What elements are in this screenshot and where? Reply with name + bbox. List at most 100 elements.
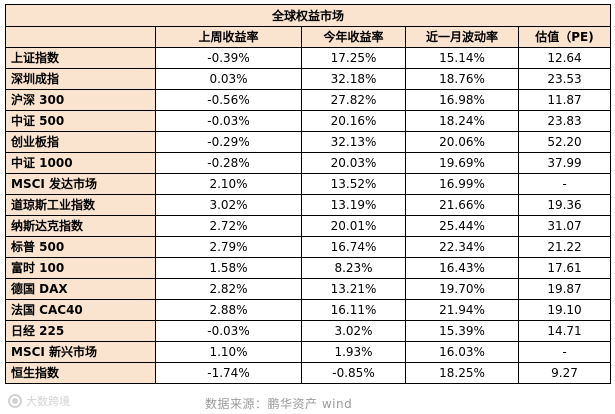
pe-cell: - xyxy=(518,173,611,195)
header-cell-ytd-return: 今年收益率 xyxy=(301,26,406,48)
ytd-return-cell: 1.93% xyxy=(301,341,406,363)
table-row: 道琼斯工业指数 3.02% 13.19% 21.66% 19.36 xyxy=(5,194,611,216)
index-name-cell: 标普 500 xyxy=(5,236,156,258)
table-row: 沪深 300 -0.56% 27.82% 16.98% 11.87 xyxy=(5,89,611,111)
ytd-return-cell: 3.02% xyxy=(301,320,406,342)
pe-cell: 19.10 xyxy=(518,299,611,321)
pe-cell: 23.53 xyxy=(518,68,611,90)
pe-cell: 9.27 xyxy=(518,362,611,384)
volatility-cell: 20.06% xyxy=(405,131,519,153)
volatility-cell: 15.39% xyxy=(405,320,519,342)
weekly-return-cell: 3.02% xyxy=(155,194,302,216)
pe-cell: 37.99 xyxy=(518,152,611,174)
pe-cell: 19.36 xyxy=(518,194,611,216)
volatility-cell: 16.98% xyxy=(405,89,519,111)
pe-cell: 21.22 xyxy=(518,236,611,258)
table-row: 日经 225 -0.03% 3.02% 15.39% 14.71 xyxy=(5,320,611,342)
volatility-cell: 16.43% xyxy=(405,257,519,279)
watermark-text: 大数跨境 xyxy=(26,395,70,408)
header-cell-weekly-return: 上周收益率 xyxy=(155,26,302,48)
weekly-return-cell: -1.74% xyxy=(155,362,302,384)
weekly-return-cell: 0.03% xyxy=(155,68,302,90)
table-row: MSCI 发达市场 2.10% 13.52% 16.99% - xyxy=(5,173,611,195)
header-cell-name xyxy=(5,26,156,48)
index-name-cell: 恒生指数 xyxy=(5,362,156,384)
index-name-cell: 富时 100 xyxy=(5,257,156,279)
volatility-cell: 25.44% xyxy=(405,215,519,237)
weekly-return-cell: 1.10% xyxy=(155,341,302,363)
table-row: 标普 500 2.79% 16.74% 22.34% 21.22 xyxy=(5,236,611,258)
ytd-return-cell: 16.74% xyxy=(301,236,406,258)
table-row: MSCI 新兴市场 1.10% 1.93% 16.03% - xyxy=(5,341,611,363)
index-name-cell: 中证 1000 xyxy=(5,152,156,174)
index-name-cell: 日经 225 xyxy=(5,320,156,342)
ytd-return-cell: 27.82% xyxy=(301,89,406,111)
weekly-return-cell: 2.10% xyxy=(155,173,302,195)
index-name-cell: 创业板指 xyxy=(5,131,156,153)
pe-cell: 11.87 xyxy=(518,89,611,111)
volatility-cell: 21.66% xyxy=(405,194,519,216)
pe-cell: 12.64 xyxy=(518,47,611,69)
volatility-cell: 19.70% xyxy=(405,278,519,300)
volatility-cell: 19.69% xyxy=(405,152,519,174)
volatility-cell: 16.03% xyxy=(405,341,519,363)
volatility-cell: 18.24% xyxy=(405,110,519,132)
ytd-return-cell: 20.03% xyxy=(301,152,406,174)
weekly-return-cell: -0.29% xyxy=(155,131,302,153)
index-name-cell: 德国 DAX xyxy=(5,278,156,300)
pe-cell: 17.61 xyxy=(518,257,611,279)
table-row: 上证指数 -0.39% 17.25% 15.14% 12.64 xyxy=(5,47,611,69)
pe-cell: 23.83 xyxy=(518,110,611,132)
pe-cell: 19.87 xyxy=(518,278,611,300)
pe-cell: - xyxy=(518,341,611,363)
index-name-cell: 上证指数 xyxy=(5,47,156,69)
watermark: 大数跨境 xyxy=(8,393,70,409)
index-name-cell: 法国 CAC40 xyxy=(5,299,156,321)
table-row: 深圳成指 0.03% 32.18% 18.76% 23.53 xyxy=(5,68,611,90)
header-cell-pe: 估值（PE) xyxy=(518,26,611,48)
table-title: 全球权益市场 xyxy=(5,4,611,27)
index-name-cell: 中证 500 xyxy=(5,110,156,132)
ytd-return-cell: 8.23% xyxy=(301,257,406,279)
header-row: 上周收益率 今年收益率 近一月波动率 估值（PE) xyxy=(5,26,611,48)
weekly-return-cell: -0.39% xyxy=(155,47,302,69)
weekly-return-cell: 2.79% xyxy=(155,236,302,258)
pe-cell: 52.20 xyxy=(518,131,611,153)
logo-icon xyxy=(8,394,22,408)
volatility-cell: 22.34% xyxy=(405,236,519,258)
global-equity-table: 全球权益市场 上周收益率 今年收益率 近一月波动率 估值（PE) 上证指数 -0.… xyxy=(5,4,611,384)
ytd-return-cell: 16.11% xyxy=(301,299,406,321)
header-cell-monthly-volatility: 近一月波动率 xyxy=(405,26,519,48)
weekly-return-cell: -0.03% xyxy=(155,110,302,132)
pe-cell: 14.71 xyxy=(518,320,611,342)
weekly-return-cell: 2.72% xyxy=(155,215,302,237)
weekly-return-cell: -0.28% xyxy=(155,152,302,174)
index-name-cell: 沪深 300 xyxy=(5,89,156,111)
ytd-return-cell: 13.19% xyxy=(301,194,406,216)
weekly-return-cell: 1.58% xyxy=(155,257,302,279)
table-row: 纳斯达克指数 2.72% 20.01% 25.44% 31.07 xyxy=(5,215,611,237)
ytd-return-cell: 32.18% xyxy=(301,68,406,90)
index-name-cell: MSCI 发达市场 xyxy=(5,173,156,195)
ytd-return-cell: 20.01% xyxy=(301,215,406,237)
table-row: 中证 500 -0.03% 20.16% 18.24% 23.83 xyxy=(5,110,611,132)
volatility-cell: 18.76% xyxy=(405,68,519,90)
source-note: 数据来源：鹏华资产 wind xyxy=(205,397,353,411)
table-row: 中证 1000 -0.28% 20.03% 19.69% 37.99 xyxy=(5,152,611,174)
ytd-return-cell: 13.21% xyxy=(301,278,406,300)
table-row: 德国 DAX 2.82% 13.21% 19.70% 19.87 xyxy=(5,278,611,300)
volatility-cell: 21.94% xyxy=(405,299,519,321)
title-row: 全球权益市场 xyxy=(5,4,611,27)
ytd-return-cell: 32.13% xyxy=(301,131,406,153)
weekly-return-cell: 2.82% xyxy=(155,278,302,300)
volatility-cell: 16.99% xyxy=(405,173,519,195)
ytd-return-cell: 20.16% xyxy=(301,110,406,132)
pe-cell: 31.07 xyxy=(518,215,611,237)
index-name-cell: 深圳成指 xyxy=(5,68,156,90)
table-row: 法国 CAC40 2.88% 16.11% 21.94% 19.10 xyxy=(5,299,611,321)
index-name-cell: 道琼斯工业指数 xyxy=(5,194,156,216)
weekly-return-cell: 2.88% xyxy=(155,299,302,321)
table-row: 恒生指数 -1.74% -0.85% 18.25% 9.27 xyxy=(5,362,611,384)
volatility-cell: 15.14% xyxy=(405,47,519,69)
index-name-cell: 纳斯达克指数 xyxy=(5,215,156,237)
